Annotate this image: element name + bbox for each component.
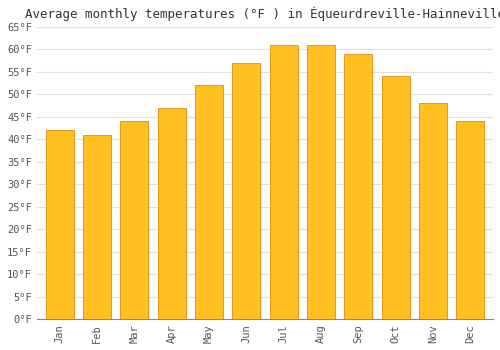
Bar: [232, 63, 260, 320]
Bar: [456, 121, 484, 320]
Bar: [307, 45, 335, 320]
Bar: [382, 76, 409, 320]
Bar: [195, 85, 223, 320]
Bar: [419, 103, 447, 320]
Bar: [270, 45, 297, 320]
Bar: [344, 54, 372, 320]
Bar: [120, 121, 148, 320]
Bar: [83, 135, 111, 320]
Bar: [158, 108, 186, 320]
Bar: [46, 130, 74, 320]
Title: Average monthly temperatures (°F ) in Équeurdreville-Hainneville: Average monthly temperatures (°F ) in Éq…: [25, 7, 500, 21]
